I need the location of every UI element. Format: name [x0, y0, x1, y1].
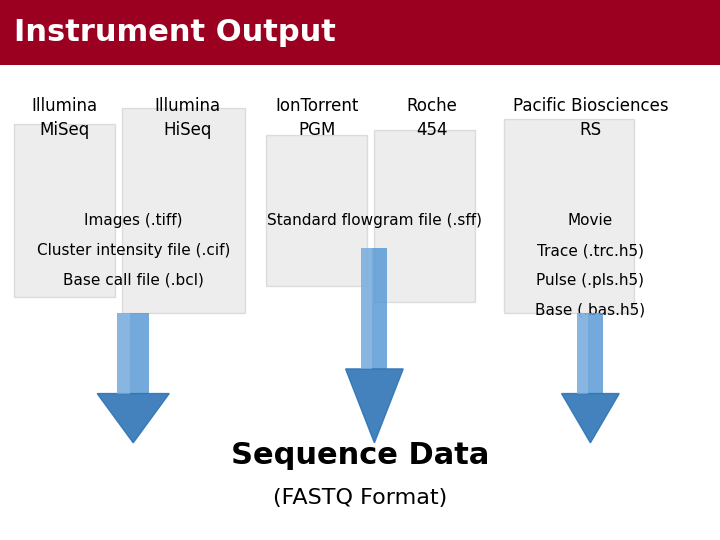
FancyBboxPatch shape	[117, 313, 150, 394]
Text: Pacific Biosciences
RS: Pacific Biosciences RS	[513, 97, 668, 139]
Text: Cluster intensity file (.cif): Cluster intensity file (.cif)	[37, 243, 230, 258]
Text: Movie: Movie	[568, 213, 613, 228]
FancyBboxPatch shape	[504, 119, 634, 313]
Text: Pulse (.pls.h5): Pulse (.pls.h5)	[536, 273, 644, 288]
Text: Roche
454: Roche 454	[407, 97, 457, 139]
Text: Images (.tiff): Images (.tiff)	[84, 213, 182, 228]
FancyBboxPatch shape	[361, 248, 387, 369]
Text: Illumina
HiSeq: Illumina HiSeq	[154, 97, 220, 139]
Text: Trace (.trc.h5): Trace (.trc.h5)	[537, 243, 644, 258]
FancyBboxPatch shape	[361, 248, 372, 369]
FancyBboxPatch shape	[14, 124, 115, 297]
Text: Base (.bas.h5): Base (.bas.h5)	[536, 302, 645, 318]
Polygon shape	[97, 394, 169, 443]
Text: (FASTQ Format): (FASTQ Format)	[273, 488, 447, 508]
FancyBboxPatch shape	[0, 0, 720, 65]
FancyBboxPatch shape	[577, 313, 603, 394]
Text: Base call file (.bcl): Base call file (.bcl)	[63, 273, 204, 288]
FancyBboxPatch shape	[577, 313, 588, 394]
Text: Sequence Data: Sequence Data	[231, 441, 489, 470]
Text: IonTorrent
PGM: IonTorrent PGM	[275, 97, 359, 139]
Text: Standard flowgram file (.sff): Standard flowgram file (.sff)	[267, 213, 482, 228]
FancyBboxPatch shape	[374, 130, 475, 302]
Text: Illumina
MiSeq: Illumina MiSeq	[32, 97, 98, 139]
FancyBboxPatch shape	[122, 108, 245, 313]
FancyBboxPatch shape	[266, 135, 367, 286]
Polygon shape	[562, 394, 619, 443]
FancyBboxPatch shape	[117, 313, 130, 394]
Text: Instrument Output: Instrument Output	[14, 18, 336, 47]
Polygon shape	[346, 369, 403, 443]
